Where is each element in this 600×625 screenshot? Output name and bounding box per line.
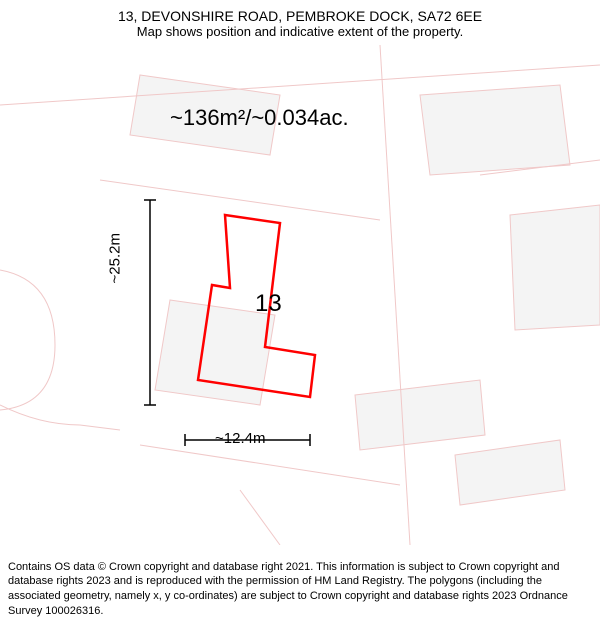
- page-subtitle: Map shows position and indicative extent…: [0, 24, 600, 39]
- header: 13, DEVONSHIRE ROAD, PEMBROKE DOCK, SA72…: [0, 0, 600, 43]
- height-measurement: ~25.2m: [107, 233, 124, 283]
- page-title: 13, DEVONSHIRE ROAD, PEMBROKE DOCK, SA72…: [0, 8, 600, 24]
- building-shape: [510, 205, 600, 330]
- property-number: 13: [255, 290, 282, 318]
- building-shape: [420, 85, 570, 175]
- copyright-footer: Contains OS data © Crown copyright and d…: [0, 554, 600, 625]
- width-measurement: ~12.4m: [215, 430, 265, 447]
- area-measurement: ~136m²/~0.034ac.: [170, 105, 349, 131]
